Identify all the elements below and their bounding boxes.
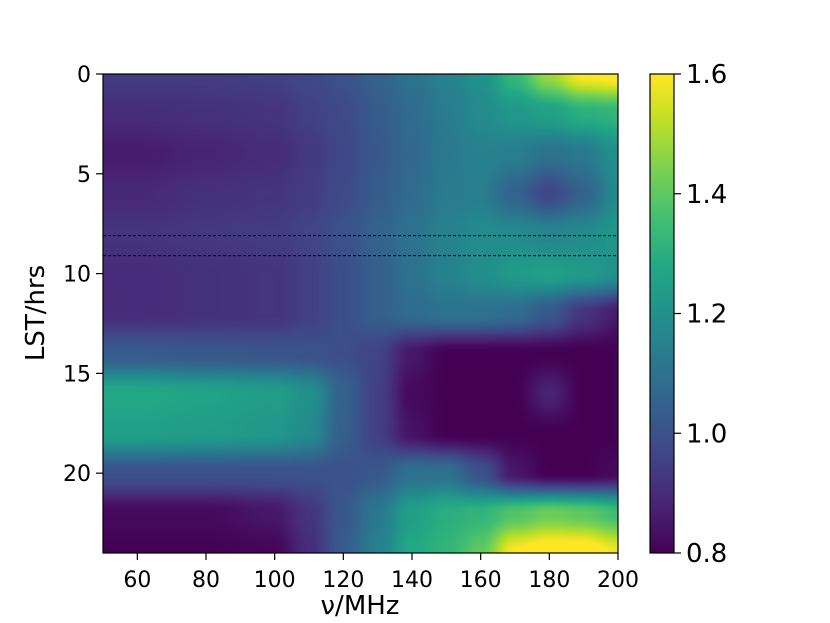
x-axis-ticks: 60 80 100 120 140 160 180 200 bbox=[123, 553, 639, 593]
y-axis-ticks: 0 5 10 15 20 bbox=[63, 63, 103, 487]
x-tick-label: 60 bbox=[123, 568, 151, 593]
y-tick-label: 10 bbox=[63, 263, 91, 288]
plot-frame bbox=[102, 73, 619, 554]
heatmap-image bbox=[103, 74, 618, 553]
x-tick-label: 80 bbox=[192, 568, 220, 593]
y-tick-label: 20 bbox=[63, 462, 91, 487]
colorbar-tick-label: 1.6 bbox=[686, 60, 727, 90]
x-tick-label: 100 bbox=[254, 568, 296, 593]
y-axis-label: LST/hrs bbox=[21, 265, 51, 361]
colorbar-tick-label: 1.4 bbox=[686, 180, 727, 210]
dashed-reference-lines bbox=[103, 235, 618, 257]
colorbar-tick-label: 1.2 bbox=[686, 300, 727, 330]
colorbar bbox=[649, 73, 675, 554]
colorbar-tick-label: 1.0 bbox=[686, 419, 727, 449]
x-tick-label: 160 bbox=[460, 568, 502, 593]
colorbar-ticks: 0.8 1.0 1.2 1.4 1.6 bbox=[674, 60, 727, 569]
x-tick-label: 120 bbox=[322, 568, 364, 593]
x-axis-label: ν/MHz bbox=[321, 591, 400, 621]
y-tick-label: 15 bbox=[63, 362, 91, 387]
y-tick-label: 5 bbox=[77, 163, 91, 188]
y-tick-label: 0 bbox=[77, 63, 91, 88]
heatmap-plot-area bbox=[103, 74, 618, 553]
colorbar-tick-label: 0.8 bbox=[686, 539, 727, 569]
x-tick-label: 140 bbox=[391, 568, 433, 593]
x-tick-label: 200 bbox=[597, 568, 639, 593]
x-tick-label: 180 bbox=[528, 568, 570, 593]
